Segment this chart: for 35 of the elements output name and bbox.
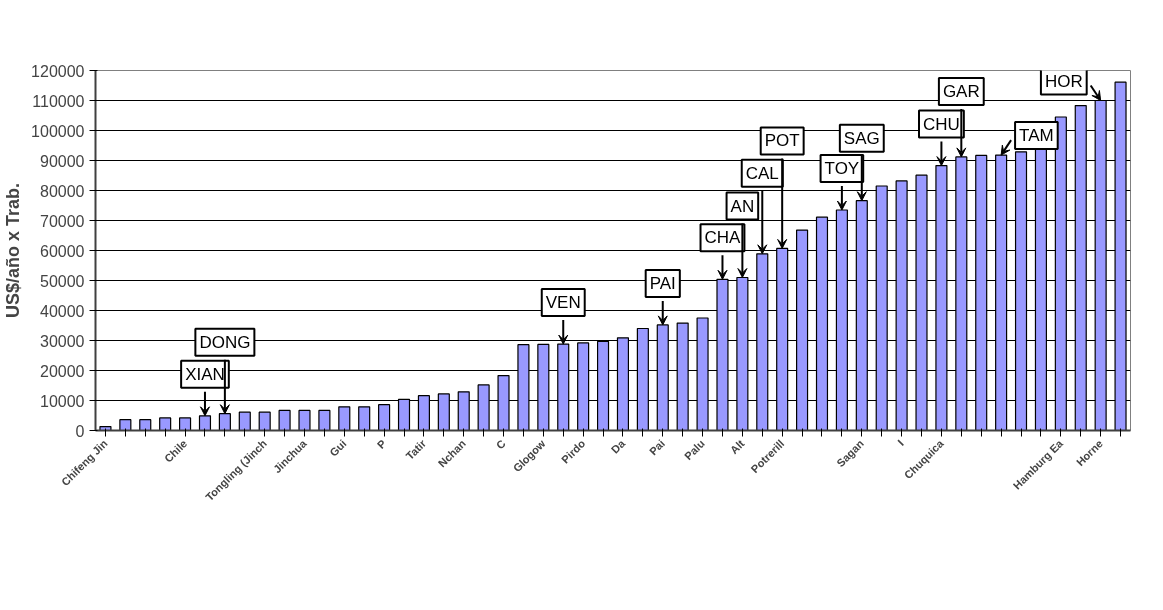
x-tick-label: Da [608,436,628,456]
y-tick-label: 80000 [40,182,85,200]
annotation: CHA [704,228,742,248]
y-tick-label: 90000 [40,152,85,170]
x-tick-label: C [493,437,508,452]
y-tick-label: 60000 [40,242,85,260]
y-tick-label: 70000 [40,212,85,230]
annotation: AN [730,196,755,216]
annotation: TOY [824,159,860,178]
annotation: XIAN [185,364,225,384]
annotation: HOR [1044,71,1083,91]
x-tick-label: Gui [327,437,349,459]
y-tick-label: 120000 [31,62,85,80]
annotation: POT [764,131,800,151]
y-tick-label: 20000 [40,362,85,380]
annotation: SAG [843,128,880,148]
y-tick-label: 30000 [40,332,85,350]
x-tick-label: I [895,437,906,448]
annotation: CHU [923,114,960,134]
x-tick-label: Pai [646,437,668,458]
y-tick-label: 40000 [40,302,85,320]
annotation: CAL [745,163,779,183]
annotation: TAM [1019,126,1054,146]
y-axis-title: US$/año x Trab. [3,182,24,319]
y-tick-label: 100000 [31,122,85,140]
y-tick-label: 50000 [40,272,85,290]
x-tick-label: Alt [727,437,747,457]
annotation: VEN [545,293,581,313]
y-tick-label: 0 [75,422,85,440]
annotation: PAI [649,273,676,293]
x-tick-label: P [374,437,389,451]
y-tick-label: 110000 [32,92,85,110]
annotation: GAR [942,81,980,101]
y-tick-label: 10000 [40,392,85,410]
annotation: DONG [199,332,251,352]
